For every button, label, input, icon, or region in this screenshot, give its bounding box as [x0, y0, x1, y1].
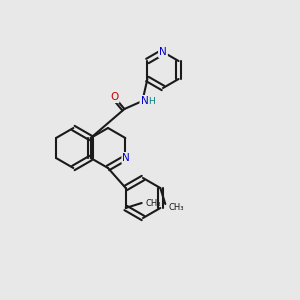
Text: H: H	[148, 98, 155, 106]
Text: N: N	[140, 96, 148, 106]
Text: CH₃: CH₃	[168, 202, 184, 211]
Text: O: O	[110, 92, 118, 102]
Text: N: N	[122, 153, 130, 163]
Text: N: N	[159, 47, 167, 57]
Text: CH₃: CH₃	[146, 199, 161, 208]
